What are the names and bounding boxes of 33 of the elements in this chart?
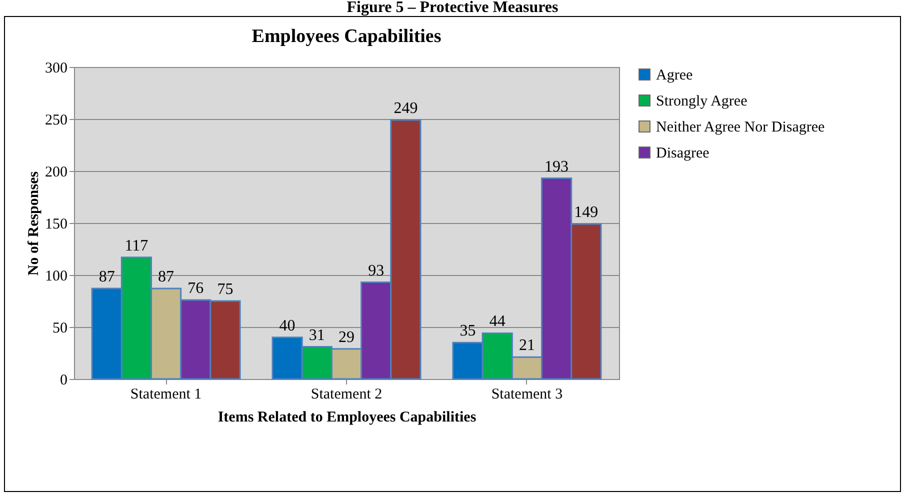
- data-label: 149: [574, 204, 598, 222]
- y-tick-label: 50: [52, 320, 68, 336]
- legend-label: Disagree: [656, 146, 710, 162]
- y-axis-title: No of Responses: [26, 171, 42, 276]
- y-tick-label: 100: [45, 268, 68, 284]
- chart-title: Employees Capabilities: [252, 26, 442, 47]
- legend-label: Neither Agree Nor Disagree: [656, 120, 826, 136]
- x-axis-title: Items Related to Employees Capabilities: [218, 410, 476, 426]
- data-label: 87: [158, 268, 174, 286]
- y-tick-label: 150: [45, 216, 68, 232]
- data-label: 249: [394, 100, 418, 118]
- data-label: 117: [124, 237, 148, 254]
- y-tick-label: 300: [45, 60, 68, 76]
- caption: Figure 5 – Protective Measures: [346, 0, 560, 16]
- data-label: 76: [188, 280, 204, 297]
- data-label: 44: [489, 313, 506, 330]
- data-label: 35: [460, 322, 476, 340]
- data-label: 40: [279, 317, 296, 334]
- data-label: 29: [338, 328, 354, 346]
- data-label: 87: [98, 268, 115, 286]
- x-tick-label: Statement 3: [491, 386, 563, 402]
- x-tick-label: Statement 1: [130, 386, 202, 402]
- legend-label: Strongly Agree: [656, 94, 748, 110]
- x-tick-label: Statement 2: [310, 386, 382, 402]
- y-tick-label: 250: [45, 112, 68, 128]
- data-label: 31: [308, 326, 325, 344]
- legend-label: Agree: [656, 68, 693, 84]
- data-label: 93: [368, 262, 384, 280]
- y-tick-label: 0: [60, 372, 68, 388]
- data-label: 193: [544, 158, 569, 176]
- data-label: 21: [518, 337, 535, 354]
- data-label: 75: [217, 281, 234, 298]
- y-tick-label: 200: [45, 164, 68, 180]
